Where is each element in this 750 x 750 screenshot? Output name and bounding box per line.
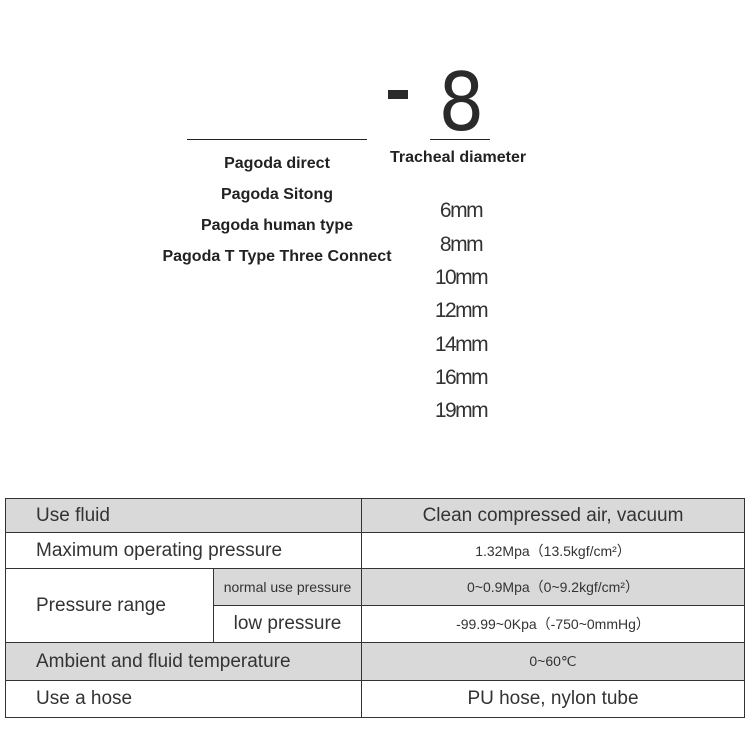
size-code: 8 <box>438 56 485 149</box>
dash-mark <box>388 90 408 99</box>
hose-label: Use a hose <box>5 680 362 718</box>
use-fluid-value: Clean compressed air, vacuum <box>361 498 745 533</box>
type-underline <box>187 139 367 140</box>
max-pressure-value: 1.32Mpa（13.5kgf/cm²） <box>361 532 745 569</box>
temperature-label: Ambient and fluid temperature <box>5 642 362 681</box>
size-item: 10mm <box>434 266 489 289</box>
tracheal-diameter-label: Tracheal diameter <box>390 149 527 166</box>
type-item: Pagoda Sitong <box>221 186 333 203</box>
type-item: Pagoda T Type Three Connect <box>162 248 392 265</box>
hose-value: PU hose, nylon tube <box>361 680 745 718</box>
size-underline <box>430 139 490 140</box>
normal-pressure-label: normal use pressure <box>213 568 362 606</box>
temperature-value: 0~60℃ <box>361 642 745 681</box>
size-item: 14mm <box>434 333 489 356</box>
type-item: Pagoda human type <box>200 217 354 234</box>
max-pressure-label: Maximum operating pressure <box>5 532 362 569</box>
low-pressure-label: low pressure <box>213 605 362 643</box>
low-pressure-value: -99.99~0Kpa（-750~0mmHg） <box>361 605 745 643</box>
type-item: Pagoda direct <box>224 155 330 172</box>
use-fluid-label: Use fluid <box>5 498 362 533</box>
size-item: 12mm <box>434 299 489 322</box>
size-item: 19mm <box>434 399 489 422</box>
size-item: 16mm <box>434 366 489 389</box>
size-item: 8mm <box>439 233 484 256</box>
normal-pressure-value: 0~0.9Mpa（0~9.2kgf/cm²） <box>361 568 745 606</box>
size-item: 6mm <box>439 199 484 222</box>
pressure-range-label: Pressure range <box>5 568 214 643</box>
